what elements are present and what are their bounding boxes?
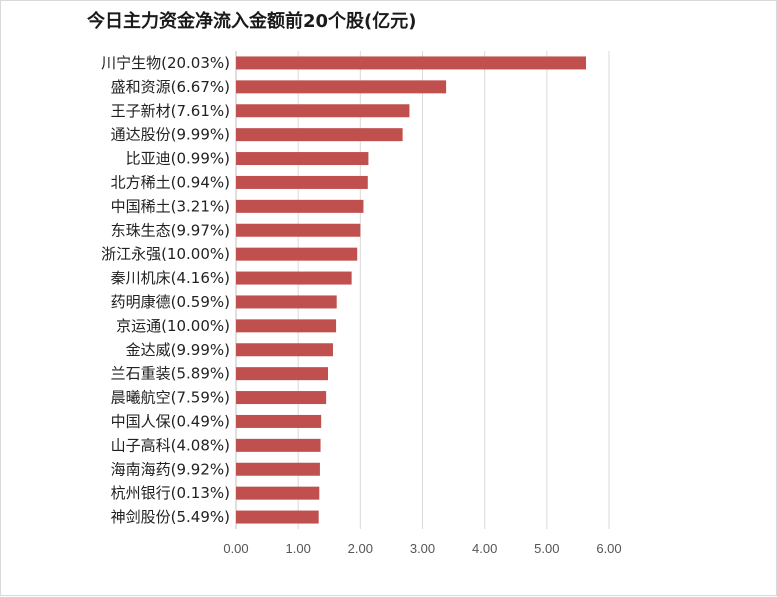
category-label: 秦川机床(4.16%) [111, 269, 230, 287]
bar [236, 319, 337, 333]
x-tick-label: 0.00 [223, 541, 248, 556]
bar [236, 462, 320, 476]
bar [236, 128, 403, 142]
category-label: 盛和资源(6.67%) [111, 78, 230, 96]
bar [236, 104, 410, 118]
bar [236, 510, 319, 524]
category-label: 王子新材(7.61%) [111, 102, 230, 120]
category-label: 中国稀土(3.21%) [111, 197, 230, 215]
category-label: 比亚迪(0.99%) [126, 150, 230, 168]
category-label: 北方稀土(0.94%) [111, 173, 230, 191]
bar [236, 295, 337, 309]
bar [236, 152, 369, 166]
x-tick-label: 3.00 [410, 541, 435, 556]
category-label: 药明康德(0.59%) [111, 293, 230, 311]
bar [236, 438, 321, 452]
bar [236, 367, 329, 381]
category-label: 浙江永强(10.00%) [101, 245, 230, 263]
category-label: 川宁生物(20.03%) [101, 54, 230, 72]
category-label: 金达威(9.99%) [126, 341, 230, 359]
category-label: 晨曦航空(7.59%) [111, 389, 230, 407]
bar [236, 271, 352, 285]
bar [236, 80, 447, 94]
category-label: 海南海药(9.92%) [111, 460, 230, 478]
category-label: 京运通(10.00%) [116, 317, 230, 335]
bar [236, 247, 358, 261]
category-label: 兰石重装(5.89%) [111, 365, 230, 383]
bar [236, 175, 368, 189]
category-label: 中国人保(0.49%) [111, 412, 230, 430]
bar [236, 391, 327, 405]
category-label: 杭州银行(0.13%) [111, 484, 230, 502]
category-label: 东珠生态(9.97%) [111, 221, 230, 239]
x-tick-label: 2.00 [348, 541, 373, 556]
bar [236, 486, 320, 500]
category-label: 神剑股份(5.49%) [111, 508, 230, 526]
chart-title: 今日主力资金净流入金额前20个股(亿元) [87, 11, 417, 32]
bar [236, 56, 586, 70]
category-label: 通达股份(9.99%) [111, 126, 230, 144]
x-tick-label: 1.00 [286, 541, 311, 556]
bar [236, 223, 361, 237]
bar [236, 343, 333, 357]
bar [236, 414, 322, 428]
category-label: 山子高科(4.08%) [111, 436, 230, 454]
x-tick-label: 5.00 [534, 541, 559, 556]
x-tick-label: 4.00 [472, 541, 497, 556]
bar [236, 199, 364, 213]
x-tick-label: 6.00 [596, 541, 621, 556]
